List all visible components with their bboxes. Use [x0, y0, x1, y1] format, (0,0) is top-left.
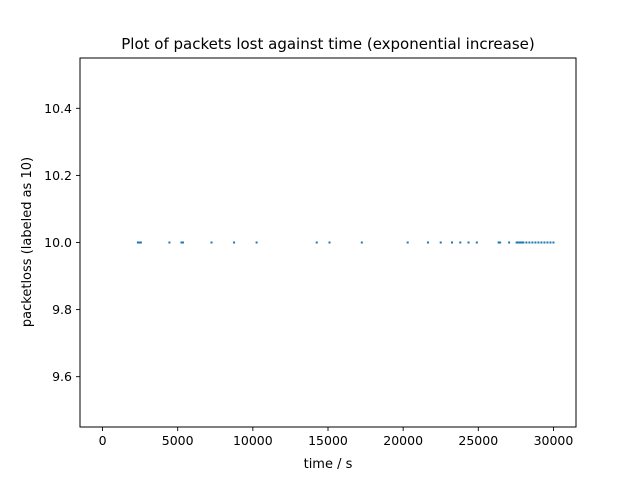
- data-point: [467, 241, 470, 244]
- y-axis-label: packetloss (labeled as 10): [20, 157, 35, 327]
- data-point: [537, 241, 540, 244]
- y-tick-label: 10.4: [44, 101, 72, 116]
- y-tick-label: 9.6: [52, 369, 72, 384]
- x-axis-label: time / s: [304, 457, 353, 472]
- data-point: [475, 241, 478, 244]
- data-point: [168, 241, 171, 244]
- data-point: [233, 241, 236, 244]
- x-tick-label: 25000: [458, 433, 498, 448]
- y-tick-label: 10.0: [44, 235, 72, 250]
- data-point: [439, 241, 442, 244]
- data-point: [406, 241, 409, 244]
- data-point: [552, 241, 555, 244]
- data-point: [549, 241, 552, 244]
- x-tick-label: 0: [99, 433, 107, 448]
- data-point: [360, 241, 363, 244]
- data-point: [525, 241, 528, 244]
- data-point: [534, 241, 537, 244]
- data-point: [139, 241, 142, 244]
- data-point: [255, 241, 258, 244]
- data-point: [540, 241, 543, 244]
- x-tick-label: 30000: [534, 433, 574, 448]
- data-point: [451, 241, 453, 244]
- x-axis-ticks: 0 5000 10000 15000 20000 25000 30000: [99, 427, 574, 448]
- data-point: [546, 241, 549, 244]
- data-point: [543, 241, 546, 244]
- data-point: [531, 241, 534, 244]
- data-point: [459, 241, 462, 244]
- data-point: [426, 241, 429, 244]
- x-tick-label: 5000: [162, 433, 194, 448]
- x-tick-label: 15000: [308, 433, 348, 448]
- x-tick-label: 10000: [233, 433, 273, 448]
- chart-title: Plot of packets lost against time (expon…: [121, 35, 534, 53]
- y-axis-ticks: 9.6 9.8 10.0 10.2 10.4: [44, 101, 80, 384]
- data-point: [528, 241, 531, 244]
- data-points: [136, 241, 555, 244]
- data-point: [180, 241, 183, 244]
- data-point: [210, 241, 213, 244]
- data-point: [328, 241, 331, 244]
- data-point: [181, 241, 184, 244]
- data-point: [508, 241, 511, 244]
- data-point: [497, 241, 500, 244]
- y-tick-label: 9.8: [52, 302, 72, 317]
- x-tick-label: 20000: [383, 433, 423, 448]
- data-point: [499, 241, 502, 244]
- data-point: [522, 241, 525, 244]
- y-tick-label: 10.2: [44, 168, 72, 183]
- data-point: [315, 241, 318, 244]
